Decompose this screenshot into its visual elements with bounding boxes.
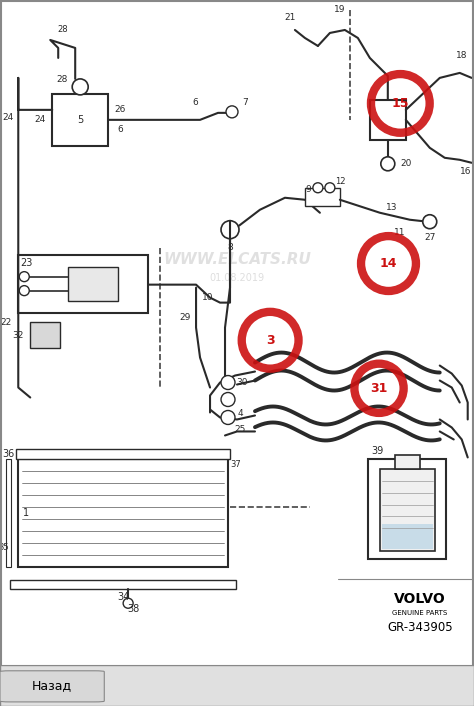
Text: 24: 24 (3, 114, 14, 122)
Circle shape (221, 393, 235, 407)
Text: 7: 7 (242, 98, 248, 107)
Bar (16, 450, 230, 460)
Circle shape (221, 376, 235, 390)
Bar (18, 460, 228, 568)
Circle shape (72, 79, 88, 95)
FancyBboxPatch shape (0, 671, 104, 702)
Text: GR-343905: GR-343905 (387, 621, 453, 634)
Circle shape (325, 183, 335, 193)
Text: 20: 20 (400, 160, 411, 168)
Text: 9: 9 (305, 185, 311, 194)
Text: 15: 15 (392, 97, 409, 110)
Bar (6, 460, 11, 568)
Text: 37: 37 (231, 460, 241, 469)
Text: 13: 13 (386, 203, 398, 213)
Circle shape (19, 272, 29, 282)
Text: 8: 8 (227, 243, 233, 252)
Text: WWW.ELCATS.RU: WWW.ELCATS.RU (163, 252, 311, 267)
Bar (52, 94, 108, 146)
Text: 12: 12 (335, 177, 345, 186)
Text: 01.08.2019: 01.08.2019 (210, 273, 264, 282)
Text: GENUINE PARTS: GENUINE PARTS (392, 610, 447, 616)
Bar (370, 100, 406, 140)
Bar (10, 580, 236, 590)
Text: 31: 31 (370, 382, 388, 395)
Bar (18, 255, 148, 313)
Text: 22: 22 (0, 318, 12, 327)
Text: Назад: Назад (32, 679, 72, 692)
Text: 27: 27 (424, 233, 436, 242)
Text: 28: 28 (57, 25, 67, 35)
Text: 38: 38 (127, 604, 139, 614)
Bar (30, 322, 60, 347)
Text: 35: 35 (0, 543, 9, 552)
Text: 10: 10 (202, 293, 214, 302)
Text: 19: 19 (334, 6, 346, 15)
Text: 23: 23 (20, 258, 32, 268)
Circle shape (313, 183, 323, 193)
Text: 29: 29 (179, 313, 191, 322)
Text: 24: 24 (35, 115, 46, 124)
Text: 25: 25 (234, 425, 246, 434)
Circle shape (19, 286, 29, 296)
Text: 36: 36 (2, 450, 14, 460)
Bar (305, 188, 340, 205)
Text: 32: 32 (13, 331, 24, 340)
Text: 1: 1 (23, 508, 29, 518)
Text: 6: 6 (117, 126, 123, 134)
Bar (380, 469, 435, 551)
Text: 30: 30 (236, 378, 248, 387)
Text: 28: 28 (56, 76, 68, 85)
Circle shape (381, 157, 395, 171)
Bar (395, 455, 420, 469)
Text: 5: 5 (77, 115, 83, 125)
Circle shape (123, 598, 133, 609)
Text: 26: 26 (114, 105, 126, 114)
Text: 18: 18 (456, 52, 467, 61)
Text: 6: 6 (192, 98, 198, 107)
Text: VOLVO: VOLVO (394, 592, 446, 606)
Text: 34: 34 (117, 592, 129, 602)
Circle shape (226, 106, 238, 118)
Text: 16: 16 (460, 167, 472, 176)
Text: 39: 39 (372, 446, 384, 457)
Bar (382, 525, 433, 549)
Bar (368, 460, 446, 559)
Text: 3: 3 (266, 334, 274, 347)
Circle shape (221, 221, 239, 239)
Circle shape (221, 410, 235, 424)
Circle shape (423, 215, 437, 229)
Text: 14: 14 (380, 257, 397, 270)
Bar (68, 267, 118, 301)
Text: 11: 11 (394, 228, 406, 237)
Text: 21: 21 (284, 13, 296, 23)
Text: 4: 4 (237, 409, 243, 418)
